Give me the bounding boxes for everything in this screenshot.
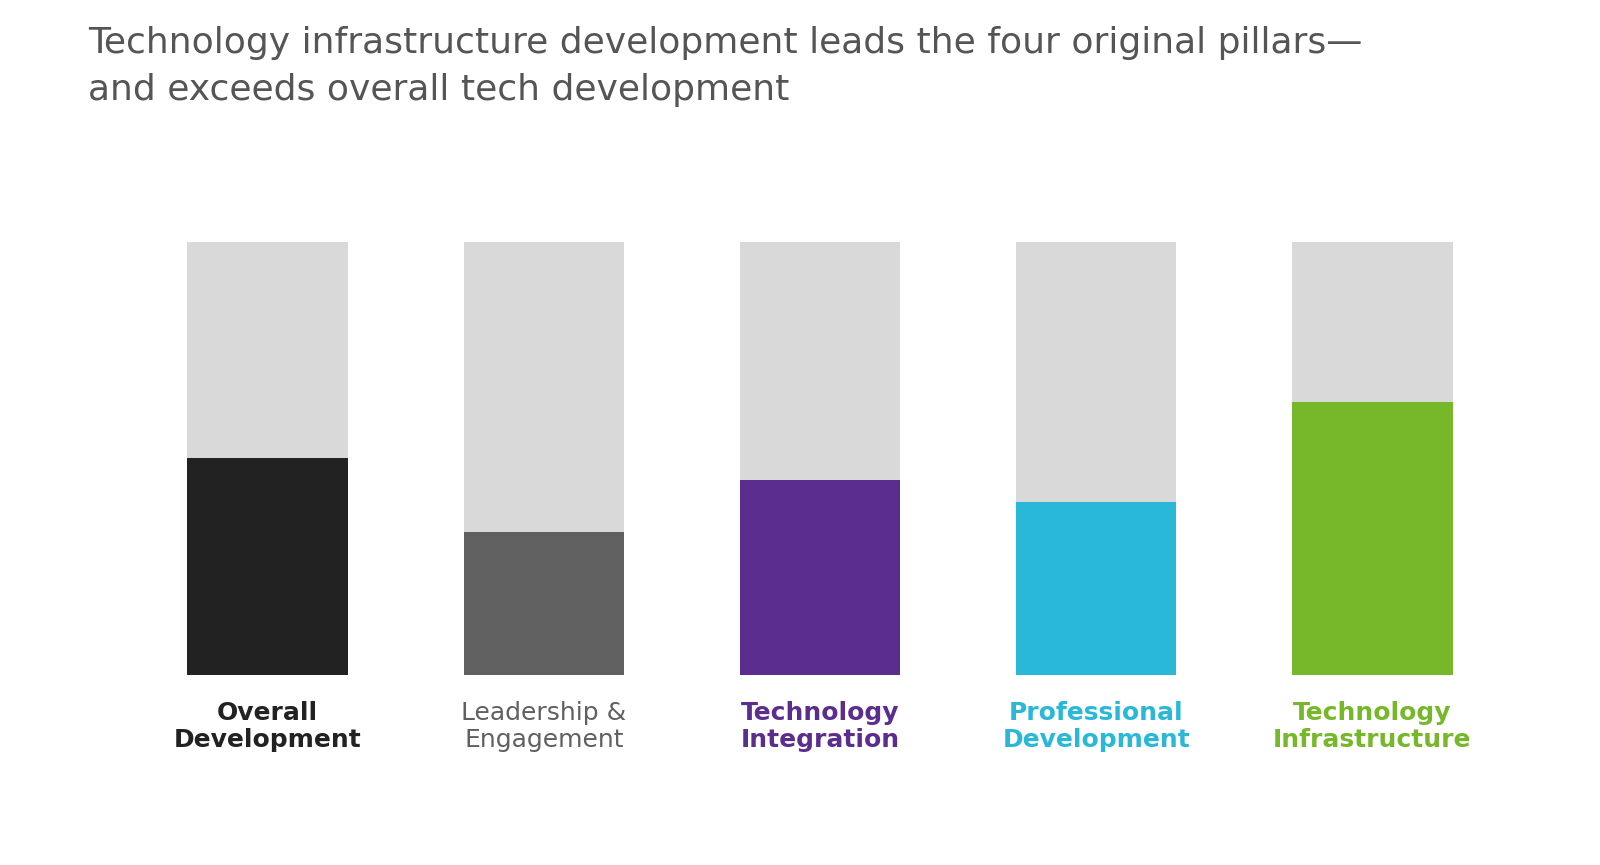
Bar xyxy=(1016,502,1176,675)
Text: Leadership &
Engagement: Leadership & Engagement xyxy=(461,701,626,753)
Bar xyxy=(1293,242,1453,402)
Bar xyxy=(464,242,624,532)
Text: Overall
Development: Overall Development xyxy=(174,701,362,753)
Bar xyxy=(1293,402,1453,675)
Bar xyxy=(464,532,624,675)
Text: Technology
Infrastructure: Technology Infrastructure xyxy=(1274,701,1472,753)
Bar xyxy=(739,242,901,480)
Bar xyxy=(739,480,901,675)
Text: Professional
Development: Professional Development xyxy=(1002,701,1190,753)
Bar xyxy=(187,458,347,675)
Text: Technology
Integration: Technology Integration xyxy=(741,701,899,753)
Bar xyxy=(1016,242,1176,502)
Bar xyxy=(187,242,347,458)
Text: Technology infrastructure development leads the four original pillars—
and excee: Technology infrastructure development le… xyxy=(88,26,1362,107)
